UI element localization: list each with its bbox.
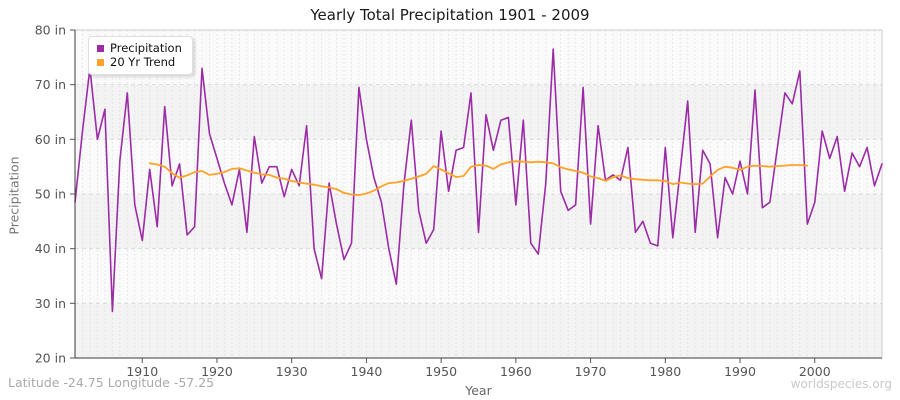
trend-swatch-icon <box>97 58 104 66</box>
legend-label-precipitation: Precipitation <box>110 41 182 55</box>
y-tick-label: 20 in <box>35 351 66 366</box>
watermark: worldspecies.org <box>790 377 892 391</box>
trend-line <box>148 160 809 197</box>
legend-item-precipitation: Precipitation <box>97 41 182 55</box>
legend: Precipitation 20 Yr Trend <box>88 36 193 75</box>
x-tick-label: 1970 <box>575 364 607 379</box>
legend-label-trend: 20 Yr Trend <box>110 55 176 69</box>
x-tick-label: 1940 <box>351 364 383 379</box>
x-tick-label: 1920 <box>201 364 233 379</box>
y-tick-label: 50 in <box>35 187 66 202</box>
x-axis-title: Year <box>465 383 492 398</box>
x-tick-label: 2000 <box>799 364 831 379</box>
coordinates-caption: Latitude -24.75 Longitude -57.25 <box>8 375 215 390</box>
precipitation-swatch-icon <box>97 44 104 52</box>
x-tick-label: 1910 <box>126 364 158 379</box>
x-tick-label: 1950 <box>425 364 457 379</box>
y-tick-label: 70 in <box>35 77 66 92</box>
x-tick-label: 1960 <box>500 364 532 379</box>
x-tick-label: 1930 <box>276 364 308 379</box>
x-tick-label: 1990 <box>724 364 756 379</box>
legend-item-trend: 20 Yr Trend <box>97 55 182 69</box>
chart-title: Yearly Total Precipitation 1901 - 2009 <box>310 6 590 24</box>
y-tick-label: 40 in <box>35 241 66 256</box>
y-axis-title: Precipitation <box>6 156 22 235</box>
x-tick-label: 1980 <box>649 364 681 379</box>
y-tick-label: 30 in <box>35 296 66 311</box>
axis-ticks: 20 in 30 in 40 in 50 in 60 in 70 in 80 in 1910 1… <box>35 23 831 380</box>
y-tick-label: 80 in <box>35 23 66 38</box>
y-tick-label: 60 in <box>35 132 66 147</box>
precipitation-line <box>74 48 883 313</box>
